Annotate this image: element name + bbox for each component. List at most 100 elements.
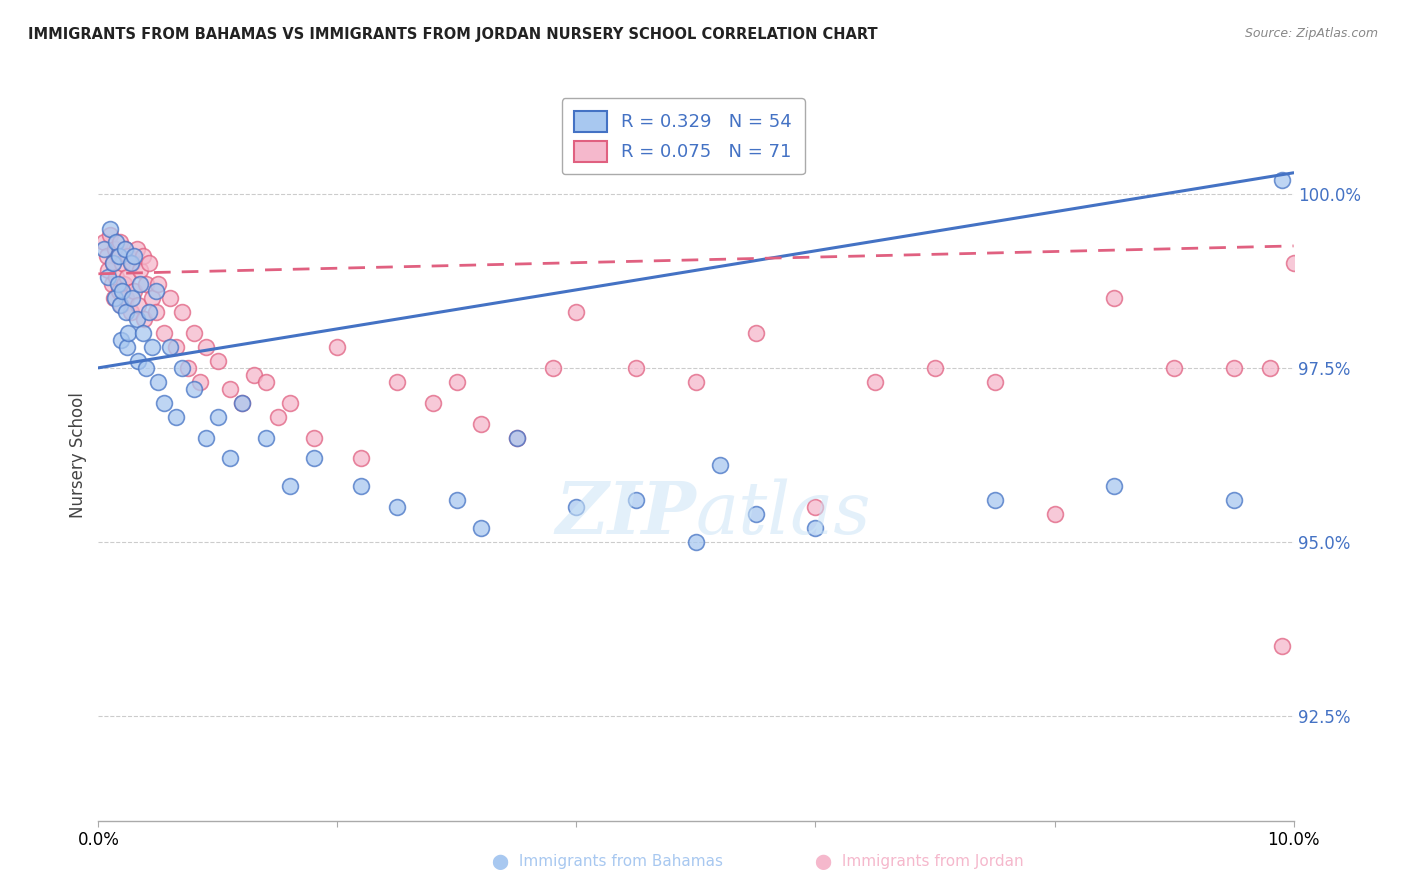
Point [863, 375, 886, 389]
Point [111, 284, 134, 298]
Point [983, 493, 1005, 508]
Point [138, 305, 160, 319]
Point [745, 507, 768, 521]
Point [129, 263, 152, 277]
Point [121, 291, 143, 305]
Point [804, 500, 827, 515]
Point [745, 326, 768, 340]
Point [145, 284, 167, 298]
Point [103, 291, 125, 305]
Point [1102, 291, 1125, 305]
Text: atlas: atlas [696, 478, 872, 549]
Point [219, 382, 242, 396]
Point [177, 360, 200, 375]
Point [145, 305, 167, 319]
Point [107, 249, 129, 263]
Point [1043, 507, 1066, 521]
Point [124, 284, 146, 298]
Point [125, 243, 148, 257]
Point [129, 277, 152, 292]
Point [194, 340, 218, 354]
Point [165, 340, 187, 354]
Point [385, 500, 409, 515]
Point [114, 243, 136, 257]
Point [1271, 640, 1294, 654]
Point [115, 305, 138, 319]
Point [804, 521, 827, 535]
Point [141, 340, 163, 354]
Point [709, 458, 731, 473]
Point [114, 243, 136, 257]
Point [188, 375, 211, 389]
Point [108, 298, 131, 312]
Point [141, 291, 163, 305]
Point [1222, 360, 1246, 375]
Point [97, 263, 120, 277]
Point [278, 479, 301, 493]
Point [1258, 360, 1281, 375]
Point [101, 256, 124, 270]
Point [125, 312, 148, 326]
Point [104, 291, 127, 305]
Point [624, 493, 647, 508]
Point [96, 249, 118, 263]
Point [219, 451, 242, 466]
Point [350, 479, 373, 493]
Point [117, 326, 139, 340]
Point [254, 430, 277, 444]
Point [127, 298, 149, 312]
Point [685, 535, 707, 549]
Point [1163, 360, 1185, 375]
Point [132, 312, 155, 326]
Point [254, 375, 277, 389]
Point [231, 395, 253, 409]
Point [115, 270, 138, 285]
Point [624, 360, 647, 375]
Point [104, 243, 127, 257]
Point [350, 451, 373, 466]
Point [1222, 493, 1246, 508]
Point [100, 277, 122, 292]
Point [685, 375, 707, 389]
Point [302, 451, 325, 466]
Point [121, 256, 143, 270]
Text: IMMIGRANTS FROM BAHAMAS VS IMMIGRANTS FROM JORDAN NURSERY SCHOOL CORRELATION CHA: IMMIGRANTS FROM BAHAMAS VS IMMIGRANTS FR… [28, 27, 877, 42]
Point [541, 360, 564, 375]
Point [98, 228, 122, 243]
Point [172, 360, 194, 375]
Point [470, 417, 492, 431]
Point [105, 235, 128, 250]
Point [924, 360, 946, 375]
Point [565, 500, 588, 515]
Point [231, 395, 253, 409]
Point [207, 409, 229, 424]
Point [243, 368, 266, 382]
Point [422, 395, 444, 409]
Point [98, 221, 122, 235]
Point [165, 409, 187, 424]
Point [138, 256, 160, 270]
Point [326, 340, 349, 354]
Point [172, 305, 194, 319]
Point [278, 395, 301, 409]
Point [1271, 173, 1294, 187]
Point [131, 326, 153, 340]
Point [194, 430, 218, 444]
Point [135, 277, 157, 292]
Point [446, 375, 468, 389]
Point [506, 430, 529, 444]
Point [135, 360, 157, 375]
Point [267, 409, 290, 424]
Point [159, 291, 181, 305]
Point [124, 249, 146, 263]
Point [1282, 256, 1305, 270]
Point [302, 430, 325, 444]
Point [107, 249, 129, 263]
Point [127, 354, 149, 368]
Point [97, 270, 120, 285]
Point [207, 354, 229, 368]
Point [117, 249, 139, 263]
Point [565, 305, 588, 319]
Point [107, 284, 129, 298]
Point [446, 493, 468, 508]
